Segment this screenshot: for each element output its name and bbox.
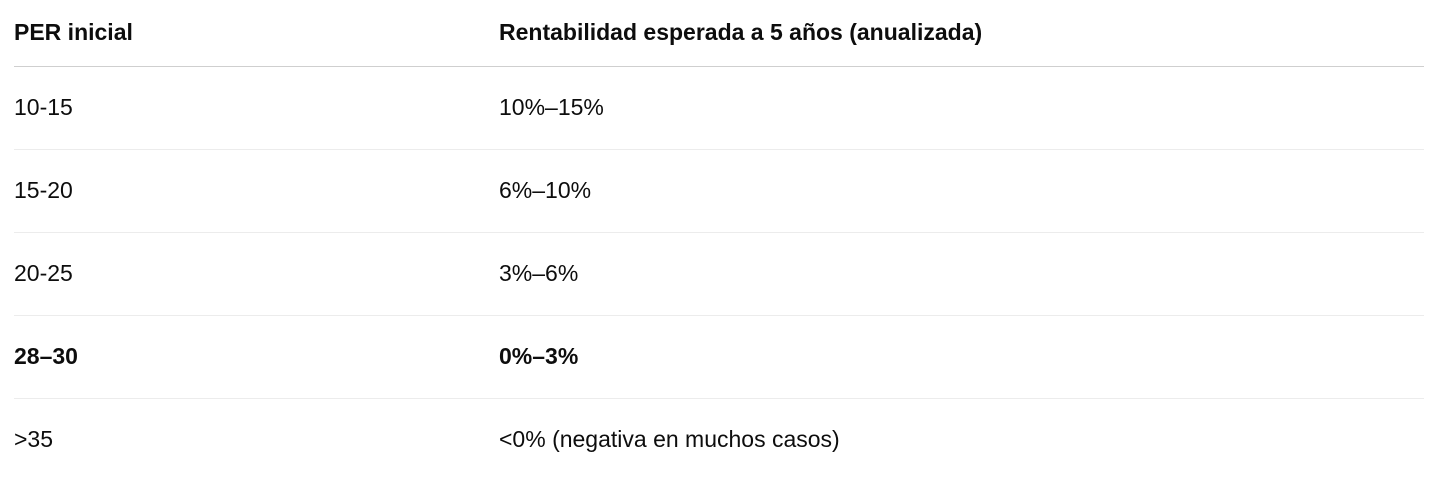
per-returns-table-container: PER inicial Rentabilidad esperada a 5 añ… <box>14 0 1424 481</box>
cell-rentabilidad: 10%–15% <box>499 93 604 120</box>
table-row: 20-25 3%–6% <box>14 232 1424 315</box>
cell-per: 15-20 <box>14 176 73 203</box>
table-row: 15-20 6%–10% <box>14 149 1424 232</box>
cell-per: 28–30 <box>14 342 78 369</box>
table-row-highlighted: 28–30 0%–3% <box>14 315 1424 398</box>
table-row: 10-15 10%–15% <box>14 66 1424 149</box>
cell-per: 20-25 <box>14 259 73 286</box>
table-row: >35 <0% (negativa en muchos casos) <box>14 398 1424 481</box>
table-header: PER inicial Rentabilidad esperada a 5 añ… <box>14 0 1424 66</box>
table-body: 10-15 10%–15% 15-20 6%–10% 20-25 3%–6% 2… <box>14 66 1424 481</box>
cell-per: >35 <box>14 425 54 452</box>
cell-rentabilidad: 0%–3% <box>499 342 579 369</box>
cell-rentabilidad: <0% (negativa en muchos casos) <box>499 425 840 452</box>
cell-rentabilidad: 6%–10% <box>499 176 592 203</box>
header-row: PER inicial Rentabilidad esperada a 5 añ… <box>14 0 1424 66</box>
cell-rentabilidad: 3%–6% <box>499 259 579 286</box>
header-per-inicial: PER inicial <box>14 18 133 45</box>
per-returns-table: PER inicial Rentabilidad esperada a 5 añ… <box>14 0 1424 481</box>
header-rentabilidad: Rentabilidad esperada a 5 años (anualiza… <box>499 18 983 45</box>
cell-per: 10-15 <box>14 93 73 120</box>
